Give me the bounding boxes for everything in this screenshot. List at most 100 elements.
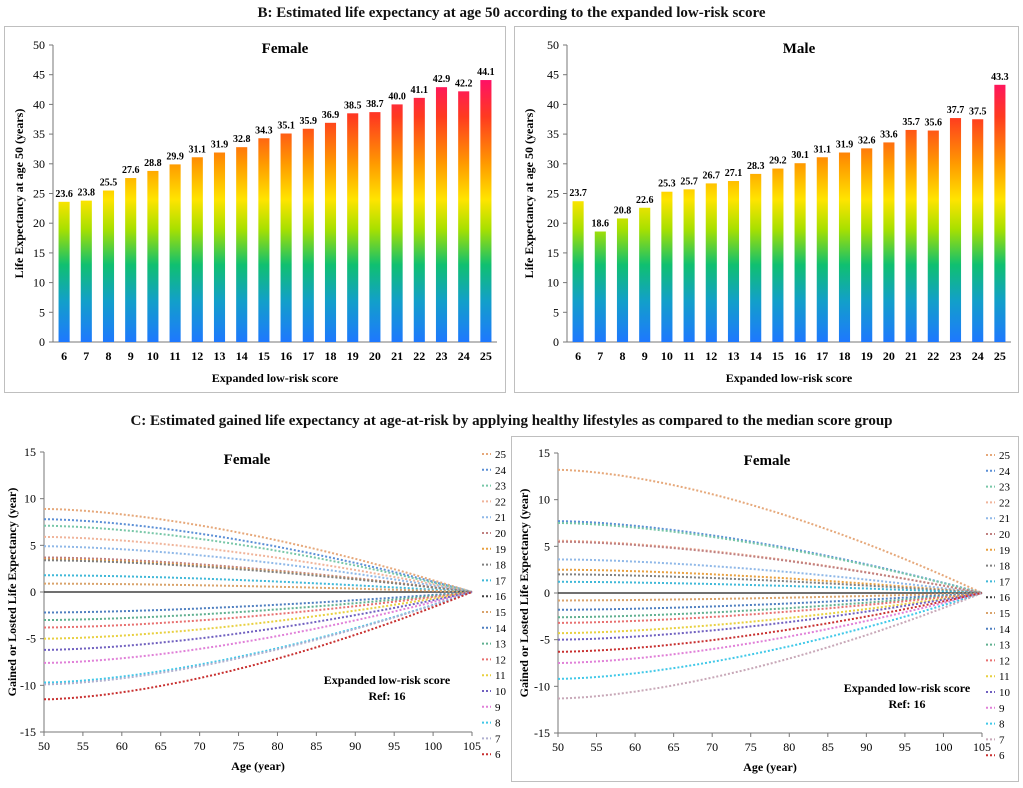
y-tick-label: 5	[553, 305, 559, 319]
legend-label: 11	[495, 670, 506, 682]
bar	[905, 129, 917, 342]
bar	[727, 181, 740, 342]
y-tick-label: 35	[547, 127, 559, 141]
legend-label: 23	[495, 481, 507, 493]
data-label: 27.6	[122, 165, 140, 176]
x-tick-label: 50	[552, 740, 564, 754]
line-chart-female-panel-1: -15 -10 -5 0 5 10 15 50 55 60 65 70 75 80 85 90 95 100 105…	[2, 436, 507, 782]
x-tick-label: 6	[61, 349, 67, 363]
x-tick-label: 100	[424, 739, 442, 753]
legend-label: 15	[999, 608, 1011, 620]
data-label: 41.1	[411, 85, 429, 96]
y-tick-label: 25	[33, 187, 45, 201]
y-tick-label: 15	[547, 246, 559, 260]
x-tick-label: 14	[236, 349, 248, 363]
series-line-15	[44, 582, 473, 593]
y-axis-title: Gained or Losted Life Expectancy (year)	[517, 489, 531, 698]
x-tick-label: 13	[728, 349, 740, 363]
bar	[750, 173, 762, 342]
legend-label: 14	[999, 624, 1011, 636]
y-tick-label: 0	[553, 335, 559, 349]
bar-chart-male-panel: 0 5 10 15 20 25 30 35 40 45 50 23.7 6 18.6 7 20.8 8 22.6 9…	[514, 26, 1019, 393]
x-tick-label: 21	[905, 349, 917, 363]
data-label: 34.3	[255, 125, 273, 136]
x-tick-label: 22	[413, 349, 425, 363]
bar-chart-female-panel: 0 5 10 15 20 25 30 35 40 45 50 23.6 6 23.8 7 25.5 8 27.6 9…	[4, 26, 506, 393]
series-line-9	[557, 592, 983, 664]
bar	[347, 113, 359, 342]
x-tick-label: 105	[463, 739, 481, 753]
x-tick-label: 17	[302, 349, 314, 363]
legend-label: 11	[999, 671, 1010, 683]
legend-label: 13	[999, 640, 1011, 652]
y-axis-title: Gained or Losted Life Expectancy (year)	[5, 488, 19, 697]
bar	[191, 157, 203, 342]
legend-label: 24	[999, 466, 1011, 478]
bar	[213, 152, 226, 342]
y-tick-label: 20	[33, 216, 45, 230]
x-tick-label: 7	[83, 349, 89, 363]
bar	[324, 122, 337, 343]
bar	[480, 80, 492, 342]
legend-label: 10	[999, 687, 1011, 699]
series-line-14	[44, 591, 473, 614]
x-tick-label: 95	[388, 739, 400, 753]
data-label: 38.7	[366, 99, 384, 110]
series-line-8	[557, 592, 983, 680]
series-line-14	[558, 592, 983, 611]
data-label: 29.2	[769, 156, 787, 167]
legend-label: 12	[495, 654, 506, 666]
bar	[58, 201, 70, 342]
x-tick-label: 12	[191, 349, 203, 363]
legend-label: 22	[495, 496, 506, 508]
series-line-13	[44, 591, 473, 621]
y-tick-label: 5	[39, 305, 45, 319]
bar	[413, 97, 425, 342]
bar	[435, 87, 448, 342]
x-tick-label: 70	[194, 739, 206, 753]
y-tick-label: 10	[33, 276, 45, 290]
x-tick-label: 70	[706, 740, 718, 754]
y-tick-label: -10	[20, 678, 36, 692]
y-tick-label: 40	[547, 97, 559, 111]
bar	[994, 84, 1006, 342]
x-tick-label: 15	[772, 349, 784, 363]
data-label: 23.8	[78, 188, 96, 199]
series-line-25	[557, 468, 983, 594]
series-line-12	[43, 591, 473, 629]
series-line-12	[557, 592, 983, 624]
bar-chart-female: 0 5 10 15 20 25 30 35 40 45 50 23.6 6 23.8 7 25.5 8 27.6 9…	[12, 38, 497, 385]
x-tick-label: 10	[661, 349, 673, 363]
data-label: 43.3	[991, 72, 1009, 83]
data-label: 28.8	[144, 158, 162, 169]
legend-label: 8	[999, 719, 1005, 731]
x-axis-title: Expanded low-risk score	[726, 371, 853, 385]
bar	[169, 164, 181, 342]
series-line-25	[43, 507, 473, 593]
x-tick-label: 14	[750, 349, 762, 363]
line-chart-female-2: -15 -10 -5 0 5 10 15 50 55 60 65 70 75 80 85 90 95 100 105…	[517, 446, 1011, 774]
series-line-15	[558, 592, 983, 602]
x-tick-label: 90	[860, 740, 872, 754]
x-tick-label: 24	[458, 349, 470, 363]
legend-label: 13	[495, 639, 507, 651]
y-axis-title: Life Expectancy at age 50 (years)	[522, 109, 536, 279]
data-label: 27.1	[725, 168, 743, 179]
x-tick-label: 25	[480, 349, 492, 363]
bar	[794, 163, 806, 342]
series-line-24	[43, 518, 473, 593]
x-tick-label: 16	[280, 349, 292, 363]
series-line-9	[43, 591, 473, 664]
line-chart-female-1: -15 -10 -5 0 5 10 15 50 55 60 65 70 75 80 85 90 95 100 105…	[5, 445, 507, 773]
x-tick-label: 13	[214, 349, 226, 363]
series-line-13	[557, 592, 983, 619]
bar	[816, 157, 828, 342]
data-label: 20.8	[614, 205, 632, 216]
chart-title: Male	[783, 41, 816, 57]
data-label: 32.6	[858, 135, 876, 146]
x-tick-label: 21	[391, 349, 403, 363]
legend-label: 7	[999, 734, 1005, 746]
series-line-19	[558, 568, 983, 594]
x-tick-label: 15	[258, 349, 270, 363]
data-label: 38.5	[344, 100, 362, 111]
